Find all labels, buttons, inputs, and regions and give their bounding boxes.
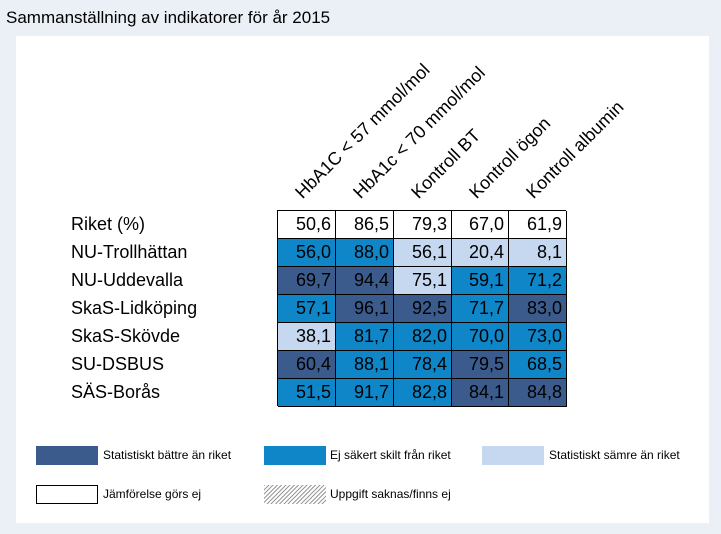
column-header: Kontroll albumin xyxy=(522,96,628,203)
legend-swatch-worse xyxy=(482,446,544,465)
row-label: Riket (%) xyxy=(71,214,146,234)
table-cell: 56,0 xyxy=(278,239,336,267)
table-cell: 61,9 xyxy=(509,211,567,239)
table-cell: 71,2 xyxy=(509,267,567,295)
table-cell: 51,5 xyxy=(278,379,336,407)
table-cell: 70,0 xyxy=(452,323,509,351)
table-cell: 83,0 xyxy=(509,295,567,323)
table-cell: 94,4 xyxy=(336,267,394,295)
table-cell: 73,0 xyxy=(509,323,567,351)
table-cell: 86,5 xyxy=(336,211,394,239)
legend-swatch-same xyxy=(264,446,326,465)
row-label: SÄS-Borås xyxy=(71,382,161,402)
legend-swatch-better xyxy=(36,446,98,465)
legend-label-better: Statistiskt bättre än riket xyxy=(103,448,232,462)
table-cell: 82,8 xyxy=(394,379,452,407)
table-cell: 20,4 xyxy=(452,239,509,267)
table-cell: 56,1 xyxy=(394,239,452,267)
table-cell: 67,0 xyxy=(452,211,509,239)
table-cell: 68,5 xyxy=(509,351,567,379)
table-cell: 96,1 xyxy=(336,295,394,323)
table-cell: 78,4 xyxy=(394,351,452,379)
chart-panel: HbA1C < 57 mmol/mol HbA1c < 70 mmol/mol Ko… xyxy=(16,36,709,523)
table-cell: 69,7 xyxy=(278,267,336,295)
table-cell: 82,0 xyxy=(394,323,452,351)
table-cell: 84,8 xyxy=(509,379,567,407)
table-cell: 59,1 xyxy=(452,267,509,295)
row-label: NU-Uddevalla xyxy=(71,270,184,290)
table-cell: 88,1 xyxy=(336,351,394,379)
legend-swatch-missing xyxy=(264,485,326,504)
row-label: NU-Trollhättan xyxy=(71,242,188,262)
table-cell: 8,1 xyxy=(509,239,567,267)
legend-label-same: Ej säkert skilt från riket xyxy=(330,448,451,462)
row-label: SkaS-Skövde xyxy=(71,326,181,346)
legend-swatch-nocompare xyxy=(36,485,98,504)
indicator-table: 50,6 86,5 79,3 67,0 61,9 56,0 88,0 56,1 20,4 8,1 6… xyxy=(277,210,567,407)
table-cell: 79,5 xyxy=(452,351,509,379)
row-label: SU-DSBUS xyxy=(71,354,165,374)
legend-label-nocompare: Jämförelse görs ej xyxy=(103,487,202,501)
table-cell: 88,0 xyxy=(336,239,394,267)
legend-label-worse: Statistiskt sämre än riket xyxy=(549,448,680,462)
table-cell: 60,4 xyxy=(278,351,336,379)
chart-title: Sammanställning av indikatorer för år 20… xyxy=(6,8,331,27)
table-cell: 84,1 xyxy=(452,379,509,407)
table-cell: 71,7 xyxy=(452,295,509,323)
table-cell: 92,5 xyxy=(394,295,452,323)
table-cell: 57,1 xyxy=(278,295,336,323)
table-cell: 50,6 xyxy=(278,211,336,239)
table-cell: 91,7 xyxy=(336,379,394,407)
table-cell: 38,1 xyxy=(278,323,336,351)
row-label: SkaS-Lidköping xyxy=(71,298,198,318)
table-cell: 75,1 xyxy=(394,267,452,295)
table-cell: 81,7 xyxy=(336,323,394,351)
legend-label-missing: Uppgift saknas/finns ej xyxy=(330,487,451,501)
table-cell: 79,3 xyxy=(394,211,452,239)
